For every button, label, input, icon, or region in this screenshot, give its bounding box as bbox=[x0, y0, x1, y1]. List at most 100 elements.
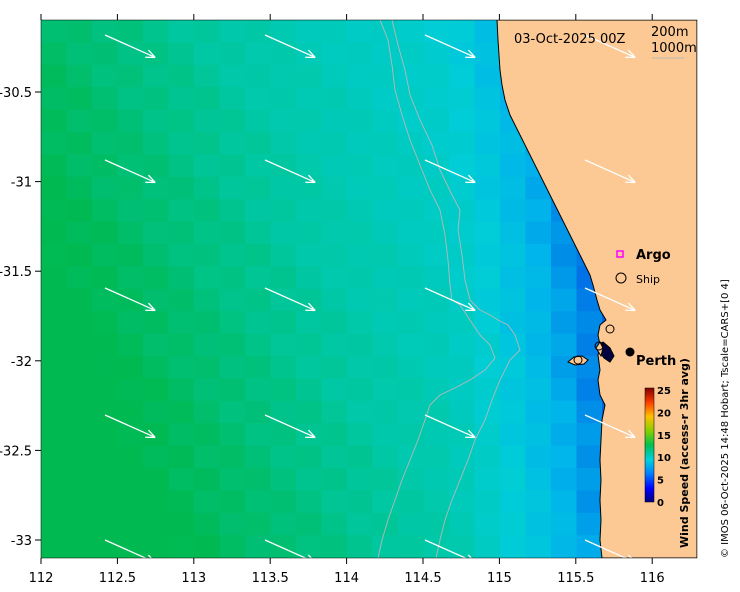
grid-cell bbox=[168, 356, 195, 379]
grid-cell bbox=[449, 400, 475, 424]
grid-cell bbox=[525, 199, 552, 223]
wind-arrow-icon bbox=[104, 34, 156, 59]
wind-arrow-icon bbox=[104, 287, 156, 312]
grid-cell bbox=[117, 154, 144, 178]
grid-cell bbox=[194, 400, 220, 424]
grid-cell bbox=[551, 512, 577, 536]
grid-cell bbox=[92, 132, 118, 155]
grid-cell bbox=[423, 132, 450, 155]
grid-cell bbox=[449, 490, 475, 514]
grid-cell bbox=[321, 512, 348, 536]
grid-cell bbox=[474, 423, 501, 447]
grid-cell bbox=[423, 42, 450, 66]
y-tick-label: -31 bbox=[11, 176, 32, 191]
grid-cell bbox=[347, 132, 373, 155]
grid-cell bbox=[525, 468, 552, 491]
grid-cell bbox=[92, 311, 118, 335]
grid-cell bbox=[270, 378, 297, 402]
grid-cell bbox=[321, 445, 348, 469]
grid-cell bbox=[117, 87, 144, 111]
grid-cell bbox=[474, 266, 501, 290]
grid-cell bbox=[245, 266, 271, 290]
grid-cell bbox=[398, 356, 424, 379]
grid-cell bbox=[66, 423, 93, 447]
grid-cell bbox=[296, 87, 322, 111]
grid-cell bbox=[372, 64, 399, 88]
grid-cell bbox=[143, 468, 169, 491]
grid-cell bbox=[245, 512, 271, 536]
grid-cell bbox=[551, 490, 577, 514]
contour-1000m bbox=[377, 20, 496, 558]
grid-cell bbox=[41, 288, 67, 312]
grid-cell bbox=[347, 109, 373, 133]
grid-cell bbox=[449, 132, 475, 155]
wind-arrow-icon bbox=[424, 287, 476, 312]
grid-cell bbox=[41, 311, 67, 335]
grid-cell bbox=[296, 311, 322, 335]
grid-cell bbox=[474, 132, 501, 155]
grid-cell bbox=[168, 423, 195, 447]
grid-cell bbox=[219, 109, 246, 133]
grid-cell bbox=[92, 423, 118, 447]
grid-cell bbox=[525, 535, 552, 558]
grid-cell bbox=[245, 132, 271, 155]
grid-cell bbox=[551, 378, 577, 402]
grid-cell bbox=[219, 333, 246, 357]
grid-cell bbox=[372, 221, 399, 245]
grid-cell bbox=[41, 468, 67, 491]
grid-cell bbox=[245, 87, 271, 111]
grid-cell bbox=[398, 154, 424, 178]
grid-cell bbox=[423, 535, 450, 558]
grid-cell bbox=[525, 266, 552, 290]
grid-cell bbox=[66, 512, 93, 536]
wind-arrow-icon bbox=[264, 414, 316, 439]
grid-cell bbox=[219, 535, 246, 558]
x-axis: 112 112.5 113 113.5 114 114.5 115 115.5 116 bbox=[29, 14, 665, 586]
grid-cell bbox=[168, 176, 195, 200]
grid-cell bbox=[117, 400, 144, 424]
grid-cell bbox=[449, 535, 475, 558]
grid-cell bbox=[372, 378, 399, 402]
grid-cell bbox=[41, 356, 67, 379]
grid-cell bbox=[321, 266, 348, 290]
grid-cell bbox=[398, 378, 424, 402]
grid-cell bbox=[219, 512, 246, 536]
grid-cell bbox=[143, 333, 169, 357]
grid-cell bbox=[500, 311, 526, 335]
grid-cell bbox=[41, 132, 67, 155]
grid-cell bbox=[219, 356, 246, 379]
grid-cell bbox=[219, 64, 246, 88]
grid-cell bbox=[270, 154, 297, 178]
grid-cell bbox=[398, 311, 424, 335]
grid-cell bbox=[66, 64, 93, 88]
grid-cell bbox=[474, 535, 501, 558]
grid-cell bbox=[245, 311, 271, 335]
grid-cell bbox=[270, 512, 297, 536]
grid-cell bbox=[423, 356, 450, 379]
grid-cell bbox=[270, 535, 297, 558]
grid-cell bbox=[398, 333, 424, 357]
grid-cell bbox=[117, 512, 144, 536]
grid-cell bbox=[321, 199, 348, 223]
grid-cell bbox=[347, 244, 373, 267]
grid-cell bbox=[117, 288, 144, 312]
grid-cell bbox=[194, 199, 220, 223]
grid-cell bbox=[449, 199, 475, 223]
grid-cell bbox=[194, 64, 220, 88]
x-tick-label: 115.5 bbox=[557, 571, 594, 586]
grid-cell bbox=[168, 535, 195, 558]
wind-vectors bbox=[104, 34, 636, 558]
grid-cell bbox=[372, 468, 399, 491]
grid-cell bbox=[423, 199, 450, 223]
grid-cell bbox=[372, 400, 399, 424]
grid-cell bbox=[398, 20, 424, 43]
grid-cell bbox=[321, 87, 348, 111]
grid-cell bbox=[66, 378, 93, 402]
grid-cell bbox=[168, 378, 195, 402]
grid-cell bbox=[66, 20, 93, 43]
contour-label-1000m: 1000m bbox=[651, 41, 697, 56]
grid-cell bbox=[372, 20, 399, 43]
rottnest-island bbox=[567, 355, 589, 366]
grid-cell bbox=[321, 42, 348, 66]
grid-cell bbox=[219, 244, 246, 267]
